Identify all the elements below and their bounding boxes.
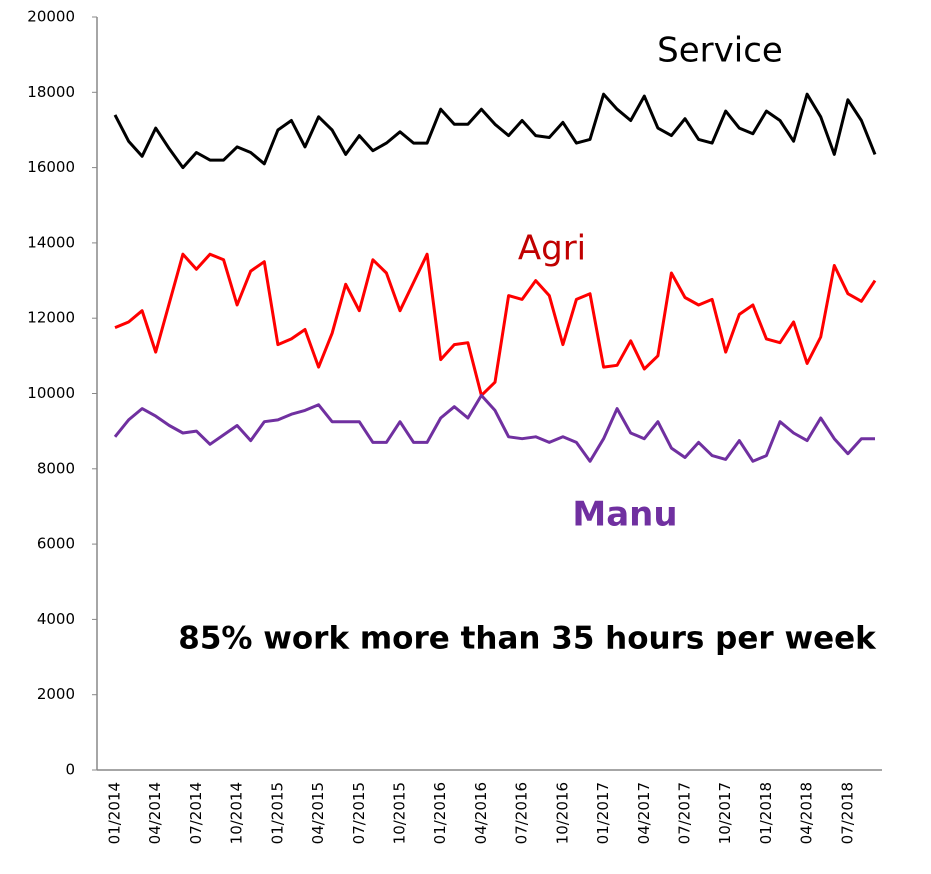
y-tick-label: 6000 — [37, 535, 75, 553]
x-tick-label: 10/2016 — [553, 782, 571, 844]
x-tick-label: 07/2016 — [513, 782, 531, 844]
y-tick-label: 20000 — [27, 8, 75, 26]
x-tick-label: 10/2014 — [228, 782, 246, 844]
y-tick-label: 8000 — [37, 459, 75, 477]
series-label: Manu — [572, 495, 677, 535]
series-line — [113, 92, 877, 170]
series-line — [114, 252, 877, 397]
x-tick-label: 04/2015 — [309, 782, 327, 844]
y-tick-label: 2000 — [37, 685, 75, 703]
x-tick-label: 07/2017 — [676, 782, 694, 844]
x-tick-label: 01/2018 — [757, 782, 775, 844]
series-line — [113, 393, 875, 463]
x-tick-label: 04/2017 — [635, 782, 653, 844]
y-tick-label: 0 — [65, 761, 75, 779]
series-label: Service — [657, 31, 783, 71]
y-tick-label: 14000 — [27, 233, 75, 251]
x-tick-label: 04/2014 — [146, 782, 164, 844]
x-tick-label: 04/2018 — [798, 782, 816, 844]
x-tick-label: 01/2017 — [594, 782, 612, 844]
y-tick-label: 4000 — [37, 610, 75, 628]
y-tick-label: 18000 — [27, 83, 75, 101]
x-tick-label: 07/2014 — [187, 782, 205, 844]
y-tick-label: 12000 — [27, 309, 75, 327]
x-tick-label: 10/2015 — [391, 782, 409, 844]
x-tick-label: 07/2015 — [350, 782, 368, 844]
series-label: Agri — [518, 229, 586, 269]
x-tick-label: 01/2014 — [106, 782, 124, 844]
x-tick-label: 10/2017 — [716, 782, 734, 844]
y-tick-label: 16000 — [27, 158, 75, 176]
y-tick-label: 10000 — [27, 384, 75, 402]
x-tick-label: 07/2018 — [838, 782, 856, 844]
annotation: 85% work more than 35 hours per week — [178, 621, 877, 657]
x-tick-label: 04/2016 — [472, 782, 490, 844]
x-tick-label: 01/2015 — [268, 782, 286, 844]
x-tick-label: 01/2016 — [431, 782, 449, 844]
